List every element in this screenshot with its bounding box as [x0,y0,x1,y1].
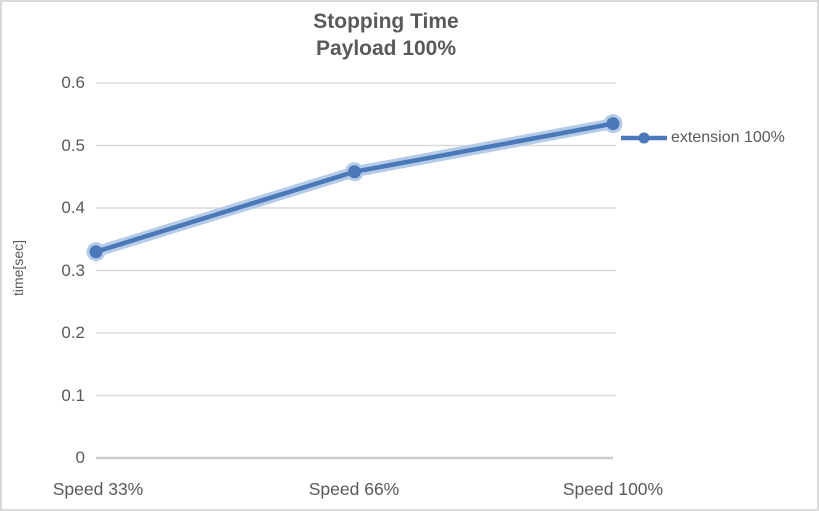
data-point-marker [606,117,620,131]
x-category-label: Speed 66% [308,479,400,499]
legend-line-marker-icon [621,132,667,143]
y-tick-label: 0 [75,448,85,467]
data-point-marker [348,165,361,179]
chart-subtitle: Payload 100% [315,37,457,60]
y-tick-label: 0.6 [61,73,85,92]
data-point-marker [89,245,103,259]
y-tick-label: 0.5 [61,135,85,155]
chart-title-block: Stopping Time Payload 100% [136,8,636,62]
x-category-label: Speed 33% [52,479,144,499]
chart-title: Stopping Time [313,10,459,33]
y-tick-label: 0.3 [61,260,85,280]
legend-series-label: extension 100% [671,128,785,146]
legend-marker [638,132,650,143]
x-category-label: Speed 100% [562,479,664,499]
series-halo [90,118,619,258]
y-tick-label: 0.4 [61,198,85,217]
legend[interactable]: extension 100% [620,127,785,148]
y-tick-label: 0.2 [61,323,85,342]
y-tick-label: 0.1 [61,385,85,405]
